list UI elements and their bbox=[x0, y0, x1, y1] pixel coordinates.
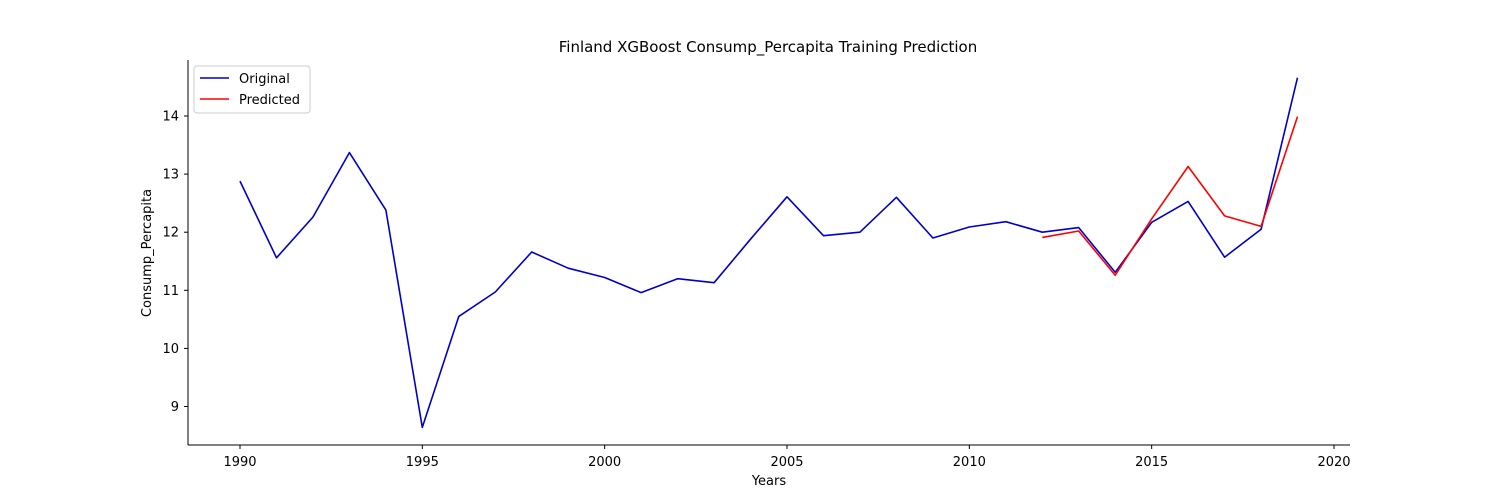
plot-area bbox=[239, 77, 1299, 429]
x-tick-label: 2015 bbox=[1135, 455, 1168, 470]
x-tick-label: 2010 bbox=[953, 455, 986, 470]
x-tick-label: 2020 bbox=[1317, 455, 1350, 470]
y-tick-label: 12 bbox=[162, 226, 179, 241]
y-axis-label: Consump_Percapita bbox=[140, 189, 155, 317]
axes bbox=[187, 60, 1350, 446]
legend-label-original: Original bbox=[239, 72, 290, 87]
y-tick-label: 9 bbox=[171, 400, 179, 415]
x-tick-label: 1990 bbox=[223, 455, 256, 470]
y-tick-label: 11 bbox=[162, 284, 179, 299]
x-ticks: 1990 1995 2000 2005 2010 2015 2020 bbox=[223, 445, 1351, 470]
y-ticks: 9 10 11 12 13 14 bbox=[162, 110, 188, 415]
y-tick-label: 13 bbox=[162, 168, 179, 183]
x-tick-label: 1995 bbox=[406, 455, 439, 470]
x-axis-label: Years bbox=[751, 474, 787, 489]
series-line-original bbox=[239, 77, 1299, 429]
series-line-predicted bbox=[1042, 116, 1299, 277]
legend-label-predicted: Predicted bbox=[239, 93, 300, 108]
y-tick-label: 10 bbox=[162, 342, 179, 357]
y-tick-label: 14 bbox=[162, 110, 179, 125]
x-tick-label: 2005 bbox=[770, 455, 803, 470]
chart-title: Finland XGBoost Consump_Percapita Traini… bbox=[559, 38, 978, 57]
x-tick-label: 2000 bbox=[588, 455, 621, 470]
legend: Original Predicted bbox=[193, 65, 311, 114]
